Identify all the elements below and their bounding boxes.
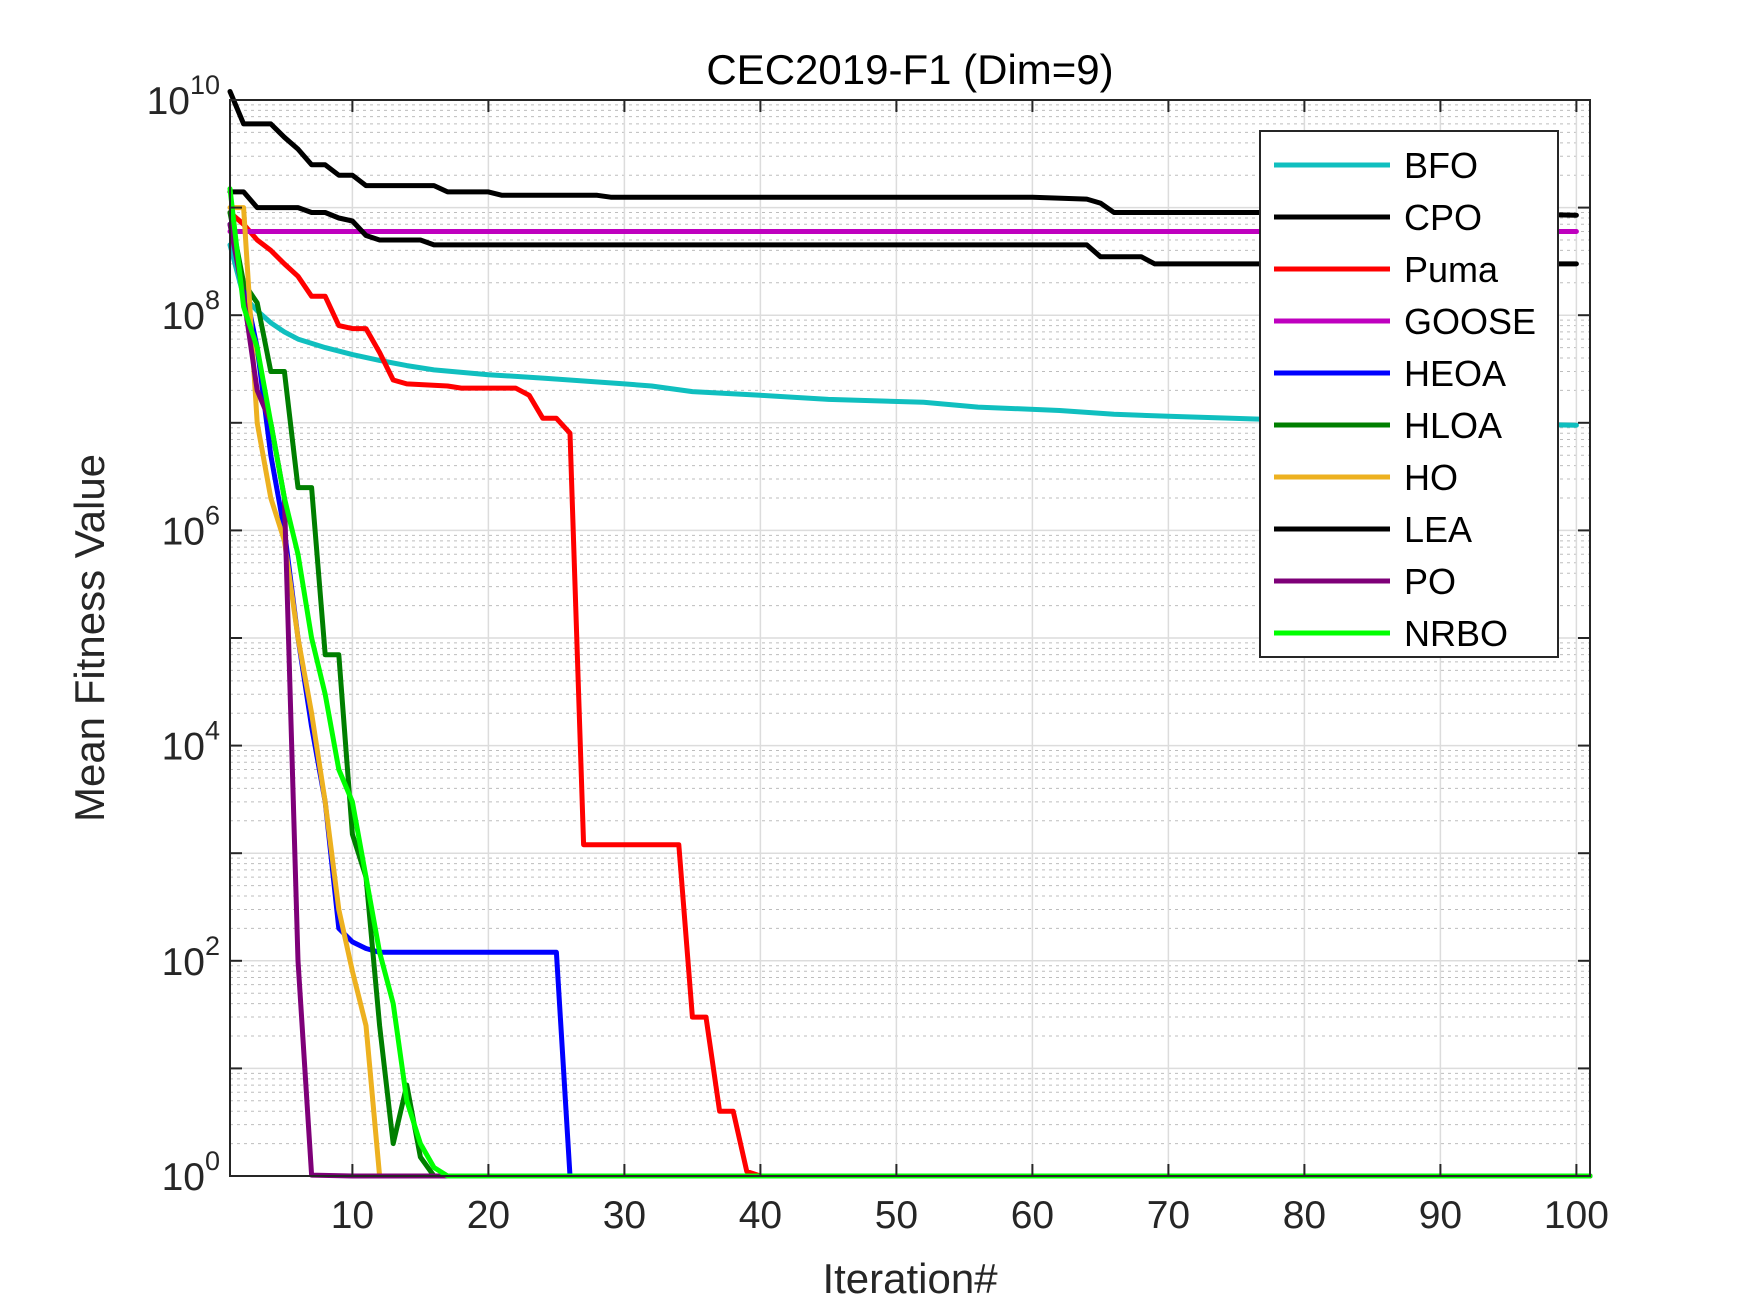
y-tick-base: 10 bbox=[162, 941, 205, 984]
y-tick-exponent: 4 bbox=[205, 716, 220, 746]
series-line-puma bbox=[227, 210, 1593, 1179]
series-layer bbox=[227, 89, 1593, 1179]
tick-marks bbox=[230, 99, 1590, 1177]
y-tick-label: 108 bbox=[162, 285, 220, 338]
y-tick-base: 10 bbox=[162, 510, 205, 553]
x-axis-label: Iteration# bbox=[822, 1255, 998, 1302]
legend-label-ho: HO bbox=[1404, 457, 1458, 498]
legend-label-goose: GOOSE bbox=[1404, 301, 1536, 342]
x-tick-label: 30 bbox=[603, 1194, 646, 1237]
x-tick-label: 50 bbox=[875, 1194, 918, 1237]
x-tick-label: 70 bbox=[1147, 1194, 1190, 1237]
y-tick-base: 10 bbox=[162, 726, 205, 769]
y-tick-exponent: 8 bbox=[205, 285, 220, 315]
legend-label-puma: Puma bbox=[1404, 249, 1499, 290]
y-tick-label: 100 bbox=[162, 1146, 220, 1199]
x-tick-label: 80 bbox=[1283, 1194, 1326, 1237]
y-tick-exponent: 0 bbox=[205, 1146, 220, 1176]
series-line-lea bbox=[227, 189, 1579, 267]
x-tick-label: 90 bbox=[1419, 1194, 1462, 1237]
minor-grid bbox=[230, 104, 1590, 1145]
legend-label-cpo: CPO bbox=[1404, 197, 1482, 238]
y-tick-exponent: 10 bbox=[190, 70, 220, 100]
y-tick-exponent: 2 bbox=[205, 931, 220, 961]
x-tick-labels: 10 20 30 40 50 60 70 80 90 100 bbox=[331, 1194, 1609, 1237]
y-tick-base: 10 bbox=[147, 80, 190, 123]
legend-label-nrbo: NRBO bbox=[1404, 613, 1508, 654]
legend-label-heoa: HEOA bbox=[1404, 353, 1506, 394]
legend: BFO CPO Puma GOOSE HEOA HLOA HO LEA PO NRBO bbox=[1259, 130, 1559, 658]
y-tick-label: 106 bbox=[162, 500, 220, 553]
x-tick-label: 40 bbox=[739, 1194, 782, 1237]
series-line-ho bbox=[227, 205, 1593, 1179]
legend-label-hloa: HLOA bbox=[1404, 405, 1502, 446]
y-tick-base: 10 bbox=[162, 1156, 205, 1199]
y-tick-base: 10 bbox=[162, 295, 205, 338]
x-tick-label: 60 bbox=[1011, 1194, 1054, 1237]
y-tick-label: 1010 bbox=[147, 70, 220, 123]
y-tick-exponent: 6 bbox=[205, 500, 220, 530]
legend-label-bfo: BFO bbox=[1404, 145, 1478, 186]
x-tick-label: 20 bbox=[467, 1194, 510, 1237]
series-line-cpo bbox=[227, 89, 1579, 218]
series-line-nrbo bbox=[227, 186, 1593, 1179]
legend-label-po: PO bbox=[1404, 561, 1456, 602]
series-line-bfo bbox=[227, 242, 1579, 428]
y-tick-label: 102 bbox=[162, 931, 220, 984]
x-tick-label: 10 bbox=[331, 1194, 374, 1237]
legend-label-lea: LEA bbox=[1404, 509, 1472, 550]
chart-title: CEC2019-F1 (Dim=9) bbox=[706, 46, 1113, 93]
y-axis-label: Mean Fitness Value bbox=[66, 454, 113, 822]
x-tick-label: 100 bbox=[1544, 1194, 1609, 1237]
y-tick-label: 104 bbox=[162, 716, 220, 769]
